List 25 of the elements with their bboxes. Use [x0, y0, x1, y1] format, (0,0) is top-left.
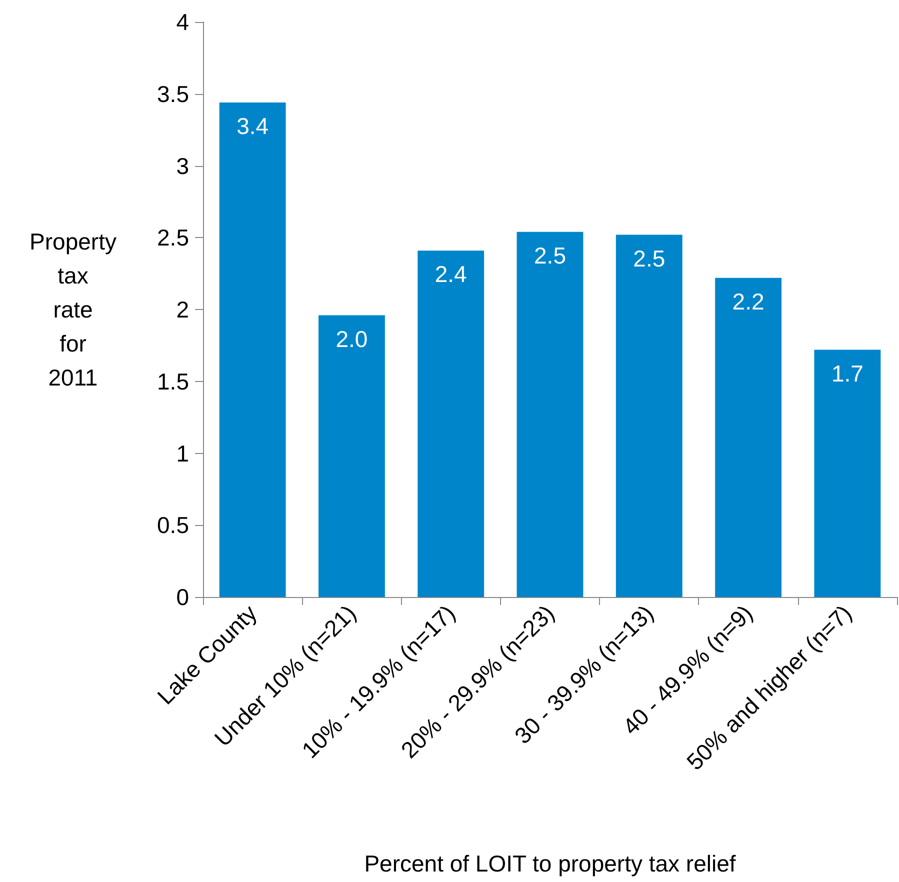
data-label: 2.5	[633, 245, 666, 272]
y-tick-label: 0.5	[157, 512, 189, 538]
data-label: 2.4	[434, 261, 468, 288]
bar	[318, 315, 385, 597]
data-label: 2.5	[534, 242, 566, 268]
data-label: 2.2	[732, 288, 764, 314]
y-tick-label: 3	[176, 152, 189, 179]
bar	[219, 102, 286, 597]
y-axis-title: Property tax rate for 2011	[30, 228, 117, 390]
y-tick-label: 0	[176, 584, 189, 610]
x-axis-title: Percent of LOIT to property tax relief	[364, 850, 736, 876]
y-tick-label: 2	[176, 296, 189, 322]
data-label: 2.0	[336, 326, 368, 352]
y-tick-label: 2.5	[157, 224, 189, 251]
data-label: 3.4	[236, 113, 269, 139]
y-tick-label: 1.5	[157, 368, 189, 394]
y-tick-label: 4	[176, 9, 190, 35]
bar	[516, 232, 584, 597]
data-label: 1.7	[831, 360, 864, 386]
bar	[616, 234, 682, 597]
bar	[715, 278, 782, 597]
bar	[814, 350, 881, 597]
y-tick-label: 1	[176, 440, 189, 466]
bar	[418, 250, 484, 597]
y-tick-label: 3.5	[157, 80, 189, 107]
